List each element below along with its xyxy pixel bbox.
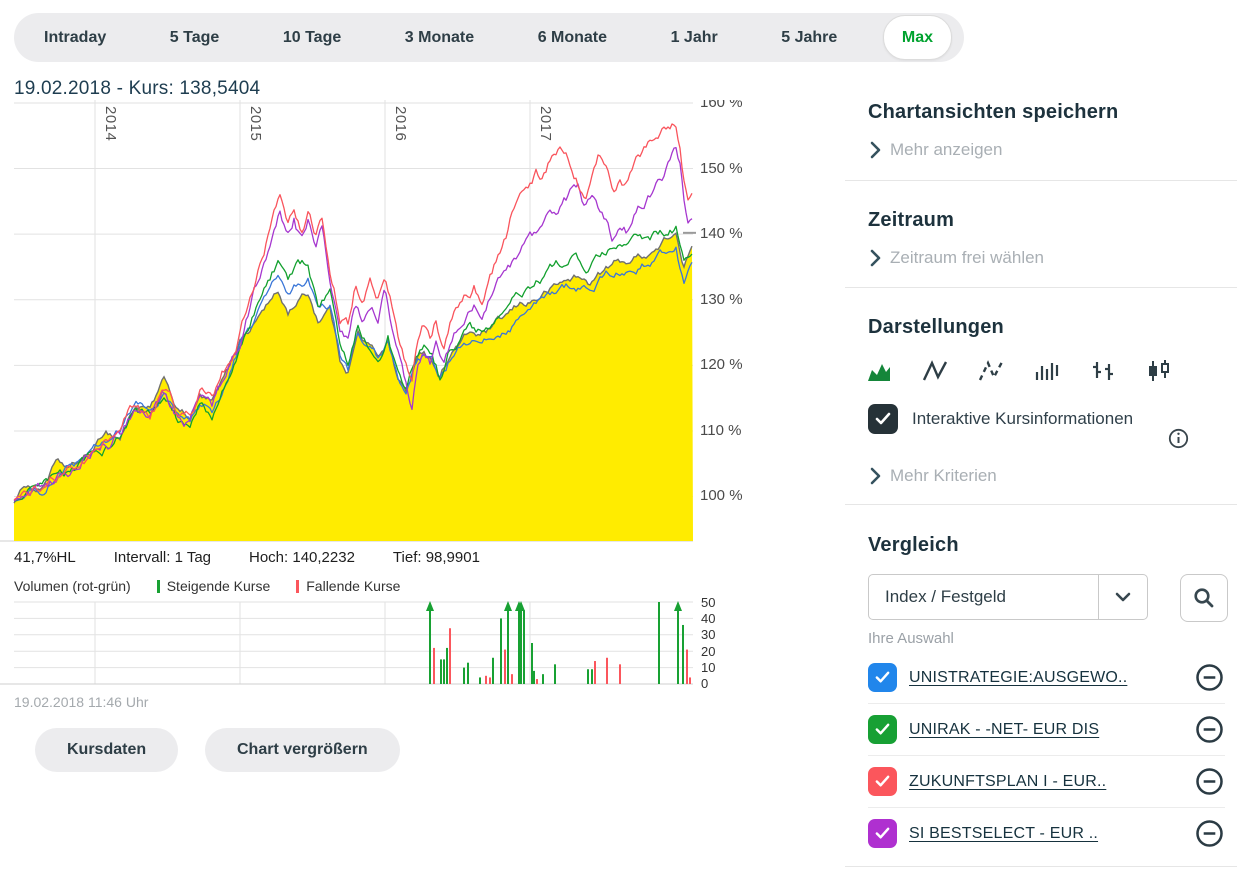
- stat-hoch: Hoch: 140,2232: [249, 549, 355, 566]
- interactive-kursinfo-checkbox[interactable]: [868, 404, 898, 434]
- tab-6-monate[interactable]: 6 Monate: [537, 29, 608, 46]
- chevron-right-icon: [870, 467, 881, 485]
- volume-legend-up: Steigende Kurse: [166, 578, 271, 594]
- chart-date-kurs-title: 19.02.2018 - Kurs: 138,5404: [14, 78, 261, 99]
- check-icon: [875, 723, 890, 735]
- dashed-line-chart-icon[interactable]: [978, 358, 1004, 384]
- vol-tick-30: 30: [701, 627, 716, 642]
- check-icon: [875, 775, 890, 787]
- volume-legend: Volumen (rot-grün) Steigende Kurse Falle…: [14, 578, 400, 594]
- falling-bar-icon: [296, 579, 300, 593]
- ohlc-chart-icon[interactable]: [1090, 358, 1116, 384]
- tab-5-jahre[interactable]: 5 Jahre: [781, 29, 838, 46]
- fund-row-zukunftsplan: ZUKUNFTSPLAN I - EUR..: [868, 756, 1225, 808]
- stat-hl: 41,7%HL: [14, 549, 76, 566]
- vol-tick-20: 20: [701, 644, 716, 659]
- section-divider: [845, 180, 1237, 181]
- x-axis-year-2016: 2016: [392, 106, 409, 142]
- remove-fund-icon[interactable]: [1194, 818, 1225, 849]
- x-axis-year-2017: 2017: [537, 106, 554, 142]
- y-tick-130: 130 %: [700, 291, 743, 308]
- section-divider: [845, 287, 1237, 288]
- section-divider: [845, 504, 1237, 505]
- chart-vergroessern-button[interactable]: Chart vergrößern: [205, 728, 400, 772]
- section-title-zeitraum: Zeitraum: [868, 209, 955, 231]
- y-tick-150: 150 %: [700, 160, 743, 177]
- vol-tick-10: 10: [701, 660, 716, 675]
- check-icon: [875, 827, 890, 839]
- line-chart-icon[interactable]: [922, 358, 948, 384]
- interactive-kursinfo-row: Interaktive Kursinformationen: [868, 404, 1133, 434]
- check-icon: [875, 412, 891, 425]
- fund-checkbox[interactable]: [868, 819, 897, 848]
- tab-max[interactable]: Max: [882, 15, 952, 60]
- stat-intervall: Intervall: 1 Tag: [113, 549, 211, 566]
- chevron-down-icon[interactable]: [1098, 575, 1147, 619]
- x-axis-year-2014: 2014: [102, 106, 119, 142]
- fund-row-si-bestselect: SI BESTSELECT - EUR ..: [868, 808, 1225, 859]
- fund-checkbox[interactable]: [868, 715, 897, 744]
- mehr-kriterien-link[interactable]: Mehr Kriterien: [870, 466, 997, 486]
- search-icon: [1194, 588, 1214, 608]
- chevron-right-icon: [870, 249, 881, 267]
- vol-tick-0: 0: [701, 676, 709, 691]
- price-chart-canvas[interactable]: [0, 100, 760, 542]
- fund-link[interactable]: ZUKUNFTSPLAN I - EUR..: [909, 772, 1107, 790]
- vergleich-dropdown[interactable]: Index / Festgeld: [868, 574, 1148, 620]
- y-tick-140: 140 %: [700, 225, 743, 242]
- y-tick-110: 110 %: [700, 422, 742, 439]
- x-axis-year-2015: 2015: [247, 106, 264, 142]
- fund-link[interactable]: UNIRAK - -NET- EUR DIS: [909, 720, 1100, 738]
- fund-checkbox[interactable]: [868, 767, 897, 796]
- info-icon[interactable]: [1168, 428, 1189, 454]
- remove-fund-icon[interactable]: [1194, 714, 1225, 745]
- fund-checkbox[interactable]: [868, 663, 897, 692]
- fund-row-unistrategie: UNISTRATEGIE:AUSGEWO..: [868, 652, 1225, 704]
- y-tick-100: 100 %: [700, 487, 743, 504]
- section-title-chartansichten: Chartansichten speichern: [868, 101, 1119, 123]
- chevron-right-icon: [870, 141, 881, 159]
- stat-tief: Tief: 98,9901: [392, 549, 480, 566]
- volume-bars-chart-icon[interactable]: [1034, 358, 1060, 384]
- chart-stats-row: 41,7%HL Intervall: 1 Tag Hoch: 140,2232 …: [14, 549, 518, 566]
- volume-label: Volumen (rot-grün): [14, 578, 131, 594]
- timeframe-tabbar: Intraday 5 Tage 10 Tage 3 Monate 6 Monat…: [14, 13, 964, 62]
- section-divider: [845, 866, 1237, 867]
- vol-tick-50: 50: [701, 595, 716, 610]
- last-update-timestamp: 19.02.2018 11:46 Uhr: [14, 694, 149, 710]
- dropdown-selected-value: Index / Festgeld: [885, 587, 1006, 606]
- tab-1-jahr[interactable]: 1 Jahr: [670, 29, 718, 46]
- volume-legend-down: Fallende Kurse: [306, 578, 401, 594]
- area-chart-icon[interactable]: [866, 358, 892, 384]
- tab-5-tage[interactable]: 5 Tage: [169, 29, 220, 46]
- ihre-auswahl-label: Ihre Auswahl: [868, 630, 954, 647]
- section-title-darstellungen: Darstellungen: [868, 316, 1004, 338]
- volume-chart[interactable]: 50 40 30 20 10 0: [0, 595, 760, 694]
- rising-bar-icon: [156, 579, 160, 593]
- check-icon: [875, 671, 890, 683]
- search-button[interactable]: [1180, 574, 1228, 622]
- price-chart[interactable]: 2014 2015 2016 2017 160 % 150 % 140 % 13…: [0, 100, 760, 542]
- fund-row-unirak: UNIRAK - -NET- EUR DIS: [868, 704, 1225, 756]
- y-tick-120: 120 %: [700, 356, 743, 373]
- chart-type-icons: [866, 358, 1172, 384]
- candlestick-chart-icon[interactable]: [1146, 358, 1172, 384]
- fund-link[interactable]: UNISTRATEGIE:AUSGEWO..: [909, 668, 1128, 686]
- vol-tick-40: 40: [701, 611, 716, 626]
- volume-chart-canvas[interactable]: [0, 598, 760, 694]
- comparison-fund-list: UNISTRATEGIE:AUSGEWO.. UNIRAK - -NET- EU…: [868, 652, 1225, 859]
- tab-10-tage[interactable]: 10 Tage: [282, 29, 342, 46]
- zeitraum-frei-waehlen-link[interactable]: Zeitraum frei wählen: [870, 248, 1044, 268]
- kursdaten-button[interactable]: Kursdaten: [35, 728, 179, 772]
- fund-link[interactable]: SI BESTSELECT - EUR ..: [909, 824, 1099, 842]
- remove-fund-icon[interactable]: [1194, 766, 1225, 797]
- y-tick-160: 160 %: [700, 100, 743, 111]
- section-title-vergleich: Vergleich: [868, 534, 959, 556]
- mehr-anzeigen-link[interactable]: Mehr anzeigen: [870, 140, 1002, 160]
- tab-intraday[interactable]: Intraday: [44, 29, 107, 46]
- tab-3-monate[interactable]: 3 Monate: [404, 29, 475, 46]
- remove-fund-icon[interactable]: [1194, 662, 1225, 693]
